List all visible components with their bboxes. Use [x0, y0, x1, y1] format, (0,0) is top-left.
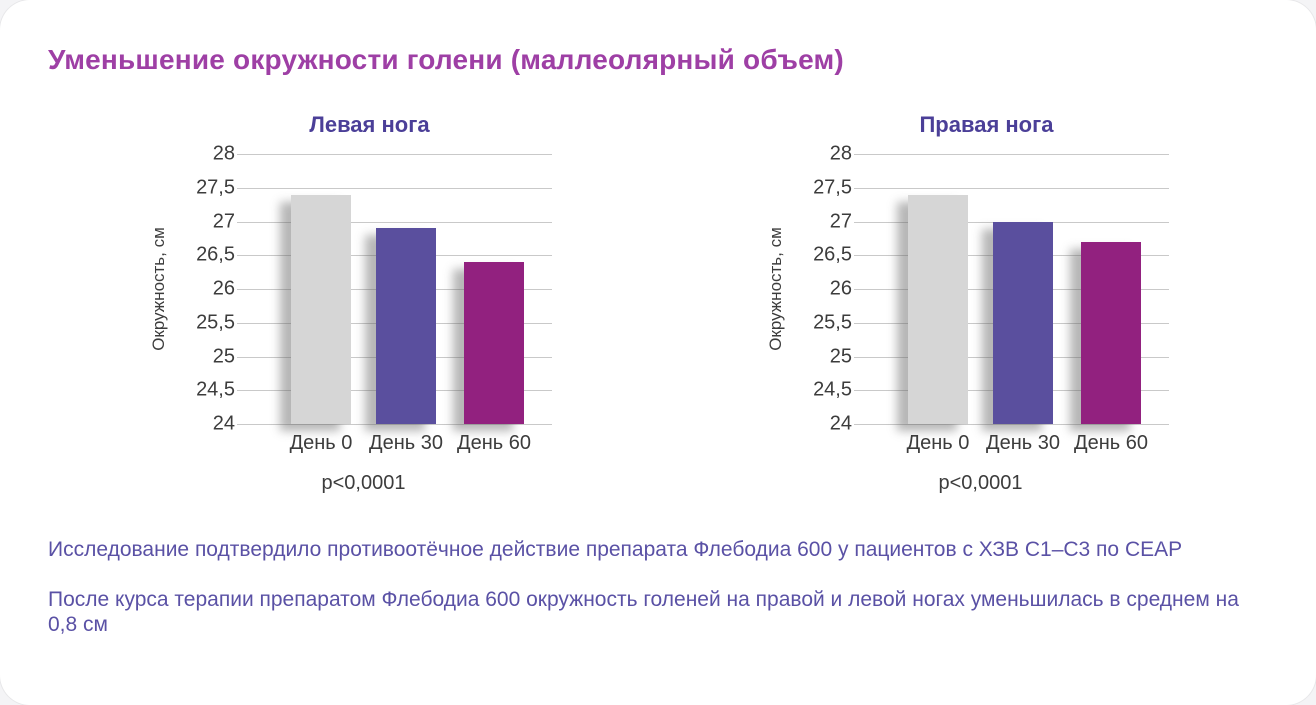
- x-tick-label: День 60: [457, 432, 531, 454]
- y-tick-label: 26,5: [196, 243, 235, 266]
- y-tick-label: 26: [212, 277, 235, 300]
- chart-right-leg: Правая нога Окружность, см 28 27,5 27 26,5 2…: [764, 112, 1169, 495]
- y-tick-label: 26: [829, 277, 852, 300]
- summary-paragraph-2: После курса терапии препаратом Флебодиа …: [48, 587, 1239, 637]
- y-tick-label: 28: [829, 142, 852, 165]
- gridline: [854, 187, 1169, 189]
- y-tick-label: 27,5: [196, 176, 235, 199]
- gridline: [237, 221, 552, 223]
- y-tick-label: 25: [829, 345, 852, 367]
- bar-день-60: [1081, 241, 1141, 424]
- y-axis-title-wrap: Окружность, см: [764, 154, 788, 424]
- y-axis-title: Окружность, см: [766, 227, 785, 351]
- chart-body: Окружность, см 28 27,5 27 26,5 26 25,5 25 24,5 2…: [764, 143, 1169, 435]
- y-tick-label: 27,5: [813, 176, 852, 199]
- x-tick-label: День 30: [369, 432, 443, 454]
- charts-row: Левая нога Окружность, см 28 27,5 27 26,5 26…: [48, 112, 1268, 495]
- y-tick-label: 26,5: [813, 243, 852, 266]
- y-tick-label: 27: [212, 210, 235, 232]
- summary-section: Исследование подтвердило противоотёчное …: [48, 537, 1268, 638]
- y-tick-label: 25,5: [813, 311, 852, 334]
- x-tick-label: День 0: [289, 432, 353, 454]
- y-tick-label: 27: [829, 210, 852, 232]
- gridline: [237, 154, 552, 155]
- chart-title-right-leg: Правая нога: [919, 112, 1054, 137]
- bar-день-30: [993, 221, 1053, 424]
- chart-body: Окружность, см 28 27,5 27 26,5 26 25,5 25 24,5 2…: [147, 143, 552, 435]
- chart-left-leg: Левая нога Окружность, см 28 27,5 27 26,5 26…: [147, 112, 552, 495]
- gridline: [237, 187, 552, 189]
- plot-area: [237, 154, 552, 425]
- y-axis-ticks: 28 27,5 27 26,5 26 25,5 25 24,5 24: [788, 143, 864, 435]
- y-tick-label: 24,5: [813, 378, 852, 401]
- chart-title-left-leg: Левая нога: [309, 112, 430, 137]
- x-axis-labels: День 0 День 30 День 60: [864, 432, 1169, 458]
- p-value-label: p<0,0001: [938, 472, 1023, 494]
- bar-день-0: [291, 194, 351, 424]
- bar-день-60: [464, 262, 524, 424]
- summary-paragraph-1: Исследование подтвердило противоотёчное …: [48, 538, 1183, 561]
- gridline: [237, 424, 552, 425]
- y-tick-label: 25: [212, 345, 235, 367]
- p-value-label: p<0,0001: [321, 472, 406, 494]
- x-axis-labels: День 0 День 30 День 60: [247, 432, 552, 458]
- y-axis-title-wrap: Окружность, см: [147, 154, 171, 424]
- y-tick-label: 25,5: [196, 311, 235, 334]
- gridline: [854, 424, 1169, 425]
- y-tick-label: 24: [212, 412, 235, 435]
- x-tick-label: День 0: [906, 432, 970, 454]
- plot-area: [854, 154, 1169, 425]
- y-axis-ticks: 28 27,5 27 26,5 26 25,5 25 24,5 24: [171, 143, 247, 435]
- page-title: Уменьшение окружности голени (маллеолярн…: [48, 44, 844, 75]
- y-tick-label: 24,5: [196, 378, 235, 401]
- bar-день-30: [376, 228, 436, 424]
- y-tick-label: 24: [829, 412, 852, 435]
- bar-день-0: [908, 194, 968, 424]
- y-axis-title: Окружность, см: [149, 227, 168, 351]
- x-tick-label: День 60: [1074, 432, 1148, 454]
- gridline: [854, 154, 1169, 155]
- y-tick-label: 28: [212, 142, 235, 165]
- x-tick-label: День 30: [986, 432, 1060, 454]
